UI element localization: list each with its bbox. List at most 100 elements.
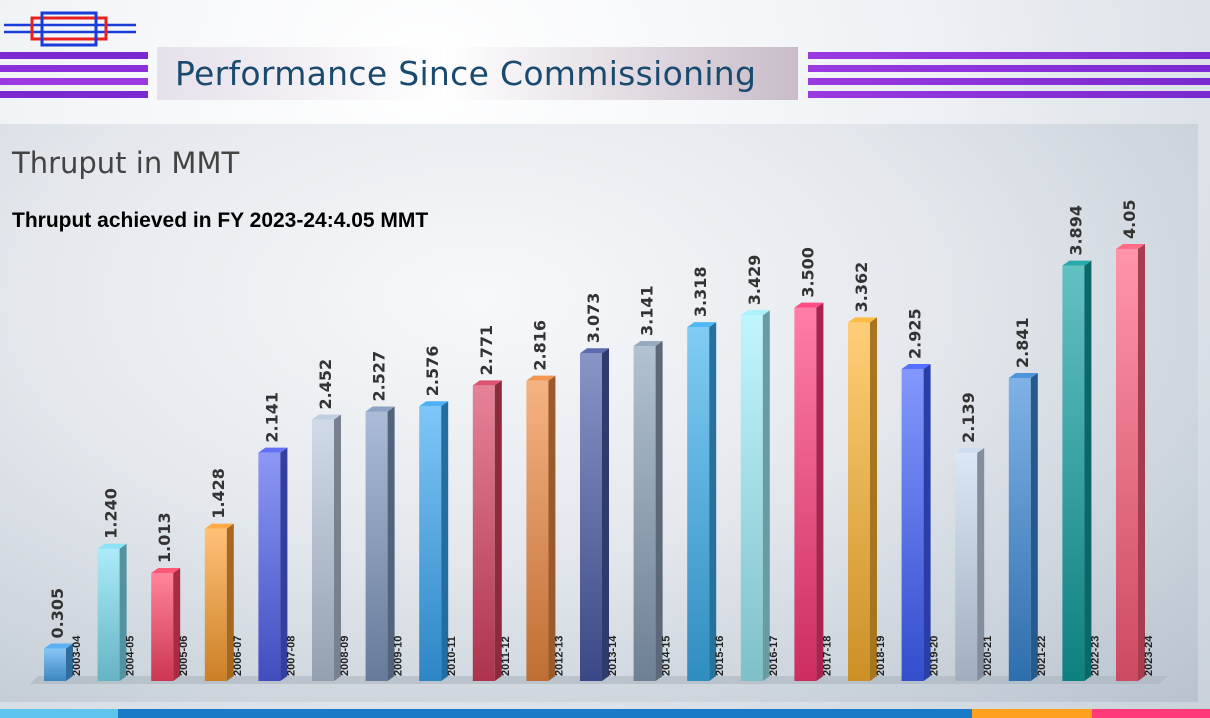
category-label: 2017-18: [821, 636, 833, 676]
category-label: 2018-19: [875, 636, 887, 676]
company-logo: [4, 11, 136, 47]
category-label: 2011-12: [500, 636, 512, 676]
category-label: 2006-07: [232, 636, 244, 676]
bar-2021-22: [1008, 372, 1038, 681]
bar-top: [633, 340, 663, 346]
bar-front: [526, 380, 549, 681]
value-label: 2.452: [316, 359, 335, 410]
category-label: 2020-21: [982, 636, 994, 676]
bar-side: [1138, 244, 1145, 681]
bar-2012-13: [526, 375, 556, 681]
bar-2007-08: [258, 447, 288, 681]
bar-side: [280, 447, 288, 681]
bar-2004-05: [97, 543, 127, 681]
bar-top: [97, 543, 127, 549]
category-label: 2015-16: [714, 636, 726, 676]
value-label: 2.527: [370, 351, 389, 402]
header-band-left: [0, 52, 148, 100]
category-label: 2013-14: [607, 635, 619, 676]
bar-top: [901, 364, 931, 369]
value-label: 2.816: [530, 320, 549, 371]
bar-front: [794, 307, 817, 681]
category-label: 2010-11: [446, 636, 458, 676]
bar-front: [740, 315, 763, 681]
bar-2003-04: [44, 643, 73, 681]
bar-side: [441, 401, 449, 681]
bar-side: [923, 364, 931, 681]
bar-top: [312, 414, 341, 420]
bar-2011-12: [472, 380, 502, 681]
header-band-right: [808, 52, 1210, 100]
category-label: 2023-24: [1143, 635, 1155, 676]
bar-top: [1116, 244, 1145, 249]
bar-2014-15: [633, 340, 663, 681]
value-label: 2.771: [477, 325, 496, 376]
bar-2020-21: [955, 447, 985, 681]
bar-2016-17: [740, 310, 770, 681]
value-label: 3.141: [638, 285, 657, 336]
bar-top: [44, 643, 73, 649]
bar-front: [258, 452, 281, 681]
value-label: 1.240: [102, 488, 121, 539]
category-label: 2003-04: [71, 635, 83, 676]
value-label: 4.05: [1120, 200, 1139, 239]
category-label: 2004-05: [125, 636, 137, 676]
bar-front: [365, 411, 388, 681]
bar-side: [1030, 372, 1038, 681]
bar-2006-07: [204, 523, 234, 681]
bar-front: [580, 353, 602, 681]
bar-side: [119, 543, 127, 681]
footer-bar-blue: [118, 709, 972, 718]
bar-top: [1008, 372, 1038, 378]
bar-front: [848, 322, 870, 681]
bar-front: [955, 452, 978, 681]
bar-side: [173, 567, 181, 681]
bar-side: [977, 447, 985, 681]
bar-top: [365, 406, 395, 412]
bar-side: [709, 322, 717, 681]
bar-side: [66, 643, 73, 681]
value-label: 1.013: [155, 512, 174, 563]
bar-top: [955, 447, 985, 453]
category-label: 2007-08: [285, 636, 297, 676]
bar-side: [387, 406, 395, 681]
bar-front: [1116, 249, 1138, 681]
bar-top: [204, 523, 234, 529]
bar-side: [1084, 260, 1092, 681]
bar-2015-16: [687, 322, 717, 681]
bar-front: [687, 327, 710, 681]
category-label: 2005-06: [178, 636, 190, 676]
bar-front: [204, 528, 227, 681]
value-label: 2.841: [1013, 317, 1032, 368]
footer-bar-pink: [1092, 709, 1210, 718]
chart-title: Thruput in MMT: [12, 146, 240, 180]
bar-2018-19: [848, 317, 877, 681]
bar-side: [494, 380, 502, 681]
category-label: 2019-20: [929, 636, 941, 676]
bar-side: [655, 340, 663, 681]
bar-side: [334, 414, 341, 681]
bar-side: [602, 348, 609, 681]
value-label: 2.576: [423, 346, 442, 397]
bar-side: [762, 310, 770, 681]
bar-2008-09: [312, 414, 341, 681]
bar-front: [1008, 377, 1031, 681]
bar-side: [870, 317, 877, 681]
bar-2013-14: [580, 348, 609, 681]
footer-bar-orange: [972, 709, 1092, 718]
bar-top: [472, 380, 502, 386]
value-label: 0.305: [48, 588, 67, 639]
bar-side: [226, 523, 234, 681]
bar-top: [526, 375, 556, 381]
value-label: 3.362: [852, 262, 871, 313]
bar-front: [472, 385, 495, 681]
bar-front: [312, 419, 334, 681]
category-label: 2021-22: [1036, 636, 1048, 676]
bar-top: [1062, 260, 1092, 266]
bar-top: [419, 401, 449, 407]
bar-2009-10: [365, 406, 395, 681]
header-title-box: Performance Since Commissioning: [157, 47, 798, 100]
bar-top: [258, 447, 288, 453]
value-label: 3.894: [1066, 205, 1085, 256]
category-label: 2016-17: [768, 636, 780, 676]
